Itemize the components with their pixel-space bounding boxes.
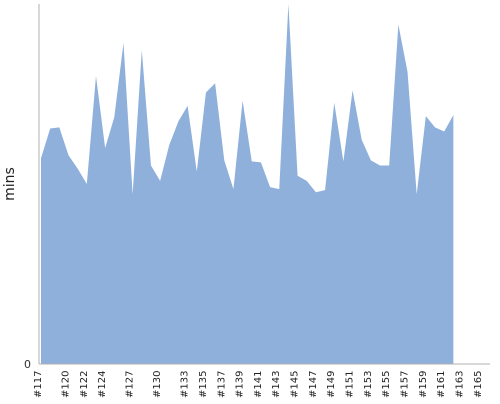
x-tick-label-12: #145 — [290, 371, 301, 398]
area-layer — [41, 4, 454, 364]
x-tick-label-6: #133 — [180, 371, 191, 398]
x-tick-label-7: #135 — [198, 371, 209, 398]
x-tick-label-0: #117 — [33, 371, 44, 398]
x-tick-label-16: #153 — [363, 371, 374, 398]
x-tick-label-17: #155 — [381, 371, 392, 398]
x-tick-label-9: #139 — [235, 371, 246, 398]
x-tick-label-14: #149 — [326, 371, 337, 398]
x-tick-label-layer: #117 #120 #122 #124 #127 #130 #133 #135 #137 #139… — [33, 371, 484, 398]
x-tick-label-11: #143 — [271, 371, 282, 398]
x-tick-label-10: #141 — [253, 371, 264, 398]
y-tick-label: 0 — [24, 358, 31, 371]
x-tick-label-5: #130 — [152, 371, 163, 398]
x-tick-label-8: #137 — [216, 371, 227, 398]
axis-layer: 0 — [24, 4, 490, 371]
x-tick-label-20: #161 — [436, 371, 447, 398]
x-tick-label-22: #165 — [473, 371, 484, 398]
x-tick-label-21: #163 — [455, 371, 466, 398]
x-tick-label-4: #127 — [125, 371, 136, 398]
x-tick-label-15: #151 — [345, 371, 356, 398]
x-tick-label-3: #124 — [97, 371, 108, 398]
x-tick-label-1: #120 — [60, 371, 71, 398]
x-tick-label-18: #157 — [400, 371, 411, 398]
x-tick-label-2: #122 — [79, 371, 90, 398]
y-axis-label: mins — [2, 167, 18, 201]
series-area — [41, 4, 454, 364]
x-tick-label-19: #159 — [418, 371, 429, 398]
x-tick-label-13: #147 — [308, 371, 319, 398]
